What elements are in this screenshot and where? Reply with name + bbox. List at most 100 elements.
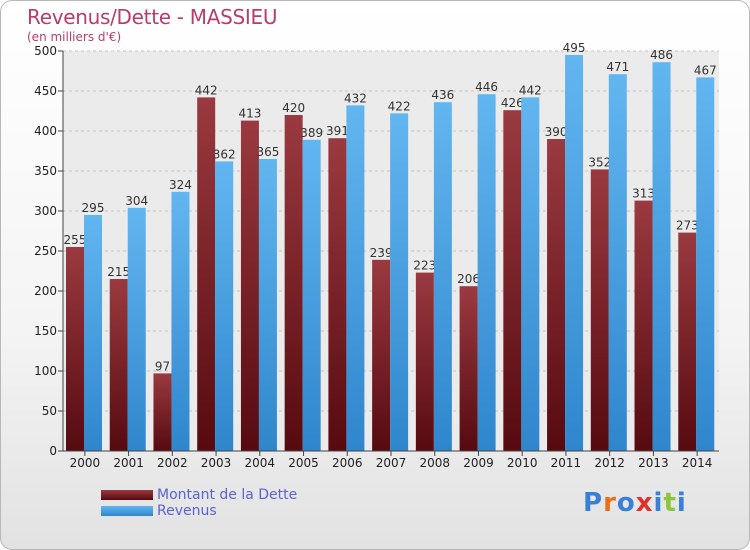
data-label-revenus-2013: 486 [650, 48, 673, 62]
bar-revenus-2001 [127, 207, 146, 451]
x-tick-label: 2014 [682, 456, 713, 470]
proxiti-logo: Proxiti [583, 488, 687, 518]
bar-dette-2005 [284, 115, 303, 451]
data-label-dette-2009: 206 [457, 272, 480, 286]
bar-revenus-2005 [302, 139, 321, 452]
y-tick-label: 0 [49, 444, 57, 458]
data-label-dette-2014: 273 [676, 219, 699, 233]
bar-dette-2010 [503, 110, 522, 451]
bar-revenus-2013 [652, 62, 671, 451]
bar-dette-2012 [590, 169, 609, 451]
bar-revenus-2008 [433, 102, 452, 451]
y-tick-label: 300 [34, 204, 57, 218]
data-label-revenus-2006: 432 [344, 91, 367, 105]
data-label-dette-2001: 215 [107, 265, 130, 279]
legend-label-revenus: Revenus [157, 503, 217, 519]
data-label-revenus-2007: 422 [388, 99, 411, 113]
x-tick-label: 2006 [332, 456, 363, 470]
bar-dette-2009 [459, 286, 478, 451]
x-tick-label: 2001 [113, 456, 144, 470]
data-label-revenus-2012: 471 [606, 60, 629, 74]
x-tick-label: 2011 [551, 456, 582, 470]
data-label-dette-2006: 391 [326, 124, 349, 138]
y-tick-label: 100 [34, 364, 57, 378]
bar-revenus-2000 [84, 215, 102, 451]
y-tick-label: 50 [42, 404, 57, 418]
logo-letter: x [635, 488, 654, 518]
data-label-dette-2013: 313 [632, 187, 655, 201]
bar-dette-2000 [66, 247, 84, 451]
legend-swatch-dette [101, 490, 153, 500]
logo-letter: o [616, 488, 636, 518]
data-label-dette-2008: 223 [413, 259, 436, 273]
bar-revenus-2003 [215, 161, 234, 451]
x-tick-label: 2013 [638, 456, 669, 470]
legend-swatch-revenus [101, 506, 153, 516]
x-tick-label: 2007 [376, 456, 407, 470]
data-label-dette-2005: 420 [282, 101, 305, 115]
data-label-revenus-2000: 295 [82, 201, 105, 215]
bar-dette-2001 [109, 279, 128, 451]
y-tick-label: 250 [34, 244, 57, 258]
chart-title: Revenus/Dette - MASSIEU [27, 5, 278, 29]
bar-dette-2006 [328, 138, 347, 451]
data-label-dette-2003: 442 [195, 83, 218, 97]
data-label-revenus-2010: 442 [519, 83, 542, 97]
legend-label-dette: Montant de la Dette [157, 487, 298, 503]
data-label-dette-2000: 255 [64, 233, 87, 247]
bar-revenus-2012 [608, 74, 627, 451]
logo-letter: i [676, 488, 687, 518]
x-tick-label: 2012 [594, 456, 625, 470]
data-label-revenus-2005: 389 [300, 126, 323, 140]
x-tick-label: 2004 [245, 456, 276, 470]
bar-dette-2007 [372, 259, 391, 451]
data-label-revenus-2009: 446 [475, 80, 498, 94]
bar-dette-2011 [547, 139, 566, 451]
logo-letter: i [653, 488, 664, 518]
x-tick-label: 2010 [507, 456, 538, 470]
x-tick-label: 2009 [463, 456, 494, 470]
logo-letter: P [583, 488, 604, 518]
data-label-revenus-2001: 304 [125, 194, 148, 208]
bar-revenus-2007 [390, 113, 409, 452]
y-tick-label: 400 [34, 124, 57, 138]
bar-revenus-2002 [171, 191, 190, 452]
y-tick-label: 150 [34, 324, 57, 338]
logo-letter: r [603, 488, 617, 518]
data-label-dette-2010: 426 [501, 96, 524, 110]
data-label-dette-2002: 97 [155, 359, 170, 373]
bar-revenus-2009 [477, 94, 496, 451]
logo-letter: t [663, 488, 677, 518]
chart-subtitle: (en milliers d'€) [27, 30, 122, 44]
data-label-revenus-2003: 362 [213, 147, 236, 161]
data-label-revenus-2008: 436 [431, 88, 454, 102]
data-label-dette-2007: 239 [370, 246, 393, 260]
data-label-dette-2004: 413 [238, 107, 261, 121]
bar-dette-2013 [634, 200, 653, 451]
bar-revenus-2004 [258, 159, 277, 451]
data-label-dette-2012: 352 [588, 155, 611, 169]
y-tick-label: 350 [34, 164, 57, 178]
x-tick-label: 2003 [201, 456, 232, 470]
bar-revenus-2010 [521, 97, 540, 452]
data-label-revenus-2004: 365 [256, 145, 279, 159]
y-tick-label: 450 [34, 84, 57, 98]
bar-revenus-2006 [346, 105, 365, 452]
data-label-revenus-2002: 324 [169, 178, 192, 192]
bar-dette-2014 [678, 232, 697, 451]
bar-revenus-2011 [565, 55, 584, 451]
bar-dette-2003 [197, 97, 216, 452]
y-tick-label: 200 [34, 284, 57, 298]
x-tick-label: 2002 [157, 456, 188, 470]
data-label-dette-2011: 390 [545, 125, 568, 139]
bar-dette-2008 [415, 272, 434, 451]
data-label-revenus-2014: 467 [694, 63, 717, 77]
bar-dette-2002 [153, 373, 172, 451]
bar-revenus-2014 [696, 77, 715, 452]
x-tick-label: 2008 [419, 456, 450, 470]
y-tick-label: 500 [34, 44, 57, 58]
data-label-revenus-2011: 495 [563, 41, 586, 55]
bar-dette-2004 [240, 120, 259, 451]
